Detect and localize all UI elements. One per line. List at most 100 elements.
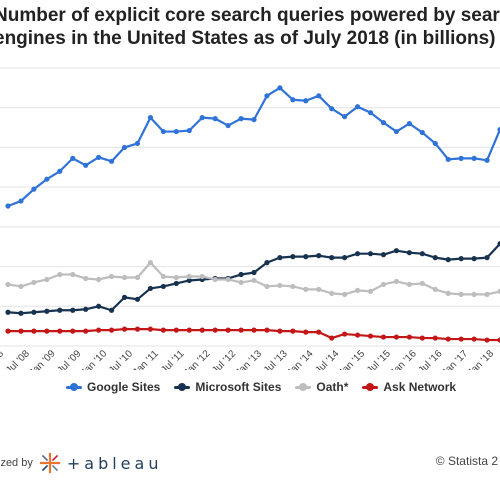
- data-point-google-sites[interactable]: [303, 98, 309, 104]
- data-point-oath[interactable]: [108, 273, 115, 280]
- data-point-oath[interactable]: [83, 275, 89, 282]
- data-point-ask-network[interactable]: [225, 327, 231, 333]
- data-point-ask-network[interactable]: [108, 327, 115, 333]
- data-point-google-sites[interactable]: [432, 140, 438, 147]
- data-point-oath[interactable]: [121, 274, 128, 281]
- data-point-microsoft-sites[interactable]: [108, 307, 115, 313]
- data-point-oath[interactable]: [238, 279, 244, 286]
- data-point-ask-network[interactable]: [380, 334, 387, 340]
- data-point-microsoft-sites[interactable]: [367, 251, 374, 257]
- data-point-oath[interactable]: [329, 290, 335, 296]
- data-point-microsoft-sites[interactable]: [471, 256, 477, 262]
- data-point-oath[interactable]: [290, 283, 296, 290]
- data-point-google-sites[interactable]: [329, 106, 335, 112]
- data-point-ask-network[interactable]: [277, 328, 283, 334]
- data-point-ask-network[interactable]: [497, 337, 500, 343]
- data-point-oath[interactable]: [354, 287, 361, 293]
- data-point-google-sites[interactable]: [238, 116, 244, 122]
- data-point-microsoft-sites[interactable]: [160, 283, 166, 290]
- data-point-google-sites[interactable]: [57, 168, 63, 174]
- data-point-ask-network[interactable]: [5, 328, 11, 334]
- data-point-google-sites[interactable]: [380, 120, 387, 126]
- data-point-ask-network[interactable]: [445, 336, 451, 342]
- data-point-google-sites[interactable]: [225, 122, 231, 129]
- data-point-google-sites[interactable]: [70, 155, 76, 161]
- data-point-google-sites[interactable]: [393, 128, 400, 135]
- data-point-microsoft-sites[interactable]: [432, 255, 438, 261]
- data-point-ask-network[interactable]: [160, 327, 166, 333]
- data-point-google-sites[interactable]: [277, 85, 283, 91]
- data-point-google-sites[interactable]: [44, 176, 50, 182]
- data-point-oath[interactable]: [70, 271, 76, 278]
- data-point-google-sites[interactable]: [199, 115, 205, 121]
- data-point-google-sites[interactable]: [419, 129, 425, 136]
- data-point-google-sites[interactable]: [367, 110, 374, 116]
- data-point-ask-network[interactable]: [329, 335, 335, 341]
- data-point-oath[interactable]: [44, 276, 50, 283]
- data-point-oath[interactable]: [251, 277, 257, 284]
- data-point-oath[interactable]: [367, 288, 374, 294]
- data-point-ask-network[interactable]: [57, 328, 63, 334]
- legend-item-oath[interactable]: Oath*: [295, 380, 348, 394]
- data-point-oath[interactable]: [147, 260, 154, 266]
- data-point-google-sites[interactable]: [186, 127, 192, 134]
- legend-item-ask[interactable]: Ask Network: [362, 380, 456, 394]
- data-point-ask-network[interactable]: [419, 335, 425, 341]
- data-point-oath[interactable]: [264, 283, 270, 290]
- data-point-oath[interactable]: [173, 274, 179, 281]
- data-point-microsoft-sites[interactable]: [5, 309, 11, 315]
- data-point-ask-network[interactable]: [44, 328, 50, 334]
- data-point-google-sites[interactable]: [497, 126, 500, 133]
- data-point-microsoft-sites[interactable]: [380, 252, 387, 258]
- data-point-google-sites[interactable]: [147, 115, 154, 121]
- data-point-microsoft-sites[interactable]: [290, 254, 296, 260]
- data-point-microsoft-sites[interactable]: [31, 309, 37, 315]
- data-point-oath[interactable]: [419, 280, 425, 287]
- data-point-oath[interactable]: [225, 276, 231, 283]
- data-point-microsoft-sites[interactable]: [316, 253, 322, 259]
- data-point-oath[interactable]: [57, 271, 63, 278]
- data-point-microsoft-sites[interactable]: [186, 277, 192, 284]
- data-point-oath[interactable]: [497, 288, 500, 294]
- data-point-google-sites[interactable]: [406, 121, 412, 127]
- data-point-google-sites[interactable]: [445, 156, 451, 162]
- data-point-microsoft-sites[interactable]: [303, 254, 309, 260]
- data-point-google-sites[interactable]: [212, 116, 218, 122]
- data-point-ask-network[interactable]: [290, 328, 296, 334]
- data-point-ask-network[interactable]: [18, 328, 24, 334]
- data-point-google-sites[interactable]: [264, 93, 270, 99]
- data-point-microsoft-sites[interactable]: [251, 269, 257, 276]
- data-point-microsoft-sites[interactable]: [419, 251, 425, 257]
- data-point-ask-network[interactable]: [367, 333, 374, 339]
- data-point-microsoft-sites[interactable]: [342, 255, 348, 261]
- data-point-microsoft-sites[interactable]: [445, 257, 451, 263]
- data-point-oath[interactable]: [432, 286, 438, 293]
- data-point-oath[interactable]: [134, 274, 141, 281]
- data-point-google-sites[interactable]: [31, 186, 37, 192]
- data-point-oath[interactable]: [186, 273, 192, 280]
- data-point-google-sites[interactable]: [471, 155, 477, 161]
- data-point-oath[interactable]: [96, 276, 102, 283]
- data-point-microsoft-sites[interactable]: [406, 250, 412, 256]
- data-point-ask-network[interactable]: [199, 327, 205, 333]
- data-point-microsoft-sites[interactable]: [18, 310, 24, 316]
- data-point-oath[interactable]: [31, 279, 37, 286]
- data-point-ask-network[interactable]: [316, 329, 322, 335]
- data-point-ask-network[interactable]: [121, 326, 128, 332]
- data-point-oath[interactable]: [445, 290, 451, 296]
- data-point-microsoft-sites[interactable]: [57, 307, 63, 313]
- legend-item-microsoft[interactable]: Microsoft Sites: [174, 380, 281, 394]
- data-point-oath[interactable]: [18, 283, 24, 290]
- data-point-oath[interactable]: [303, 286, 309, 293]
- data-point-oath[interactable]: [160, 273, 166, 280]
- data-point-google-sites[interactable]: [342, 114, 348, 120]
- data-point-ask-network[interactable]: [31, 328, 37, 334]
- data-point-google-sites[interactable]: [173, 128, 179, 135]
- data-point-google-sites[interactable]: [5, 203, 11, 209]
- data-point-ask-network[interactable]: [264, 327, 270, 333]
- data-point-oath[interactable]: [277, 282, 283, 289]
- data-point-oath[interactable]: [316, 286, 322, 293]
- data-point-ask-network[interactable]: [342, 331, 348, 337]
- data-point-microsoft-sites[interactable]: [277, 255, 283, 261]
- data-point-google-sites[interactable]: [290, 97, 296, 103]
